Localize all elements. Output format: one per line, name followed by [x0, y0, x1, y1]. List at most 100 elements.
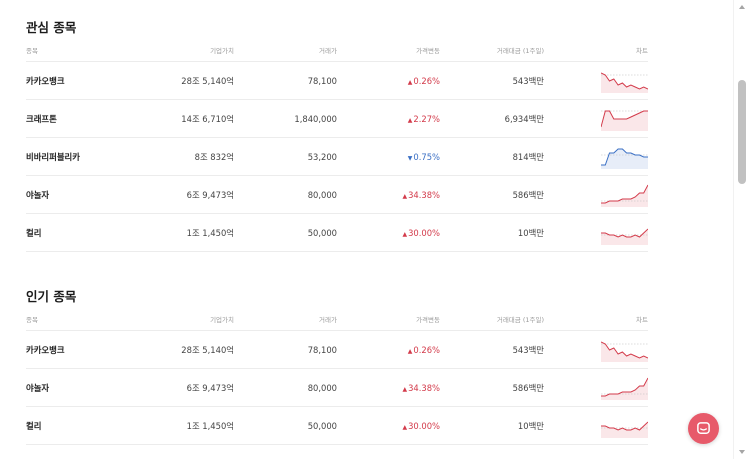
price-change: ▲34.38%: [402, 190, 440, 200]
triangle-up-icon: ▲: [407, 347, 413, 355]
triangle-up-icon: ▲: [402, 192, 408, 200]
trade-volume: 814백만: [512, 151, 544, 162]
price: 50,000: [307, 420, 337, 431]
price-change: ▼0.75%: [408, 152, 440, 162]
section-title: 관심 종목: [26, 20, 77, 35]
change-value: 30.00%: [408, 420, 440, 431]
price: 80,000: [307, 382, 337, 393]
price-change: ▲30.00%: [402, 421, 440, 431]
scroll-down-arrow-icon[interactable]: [739, 450, 745, 454]
table-row[interactable]: 비바리퍼블리카 8조 832억 53,200 ▼0.75% 814백만: [26, 138, 648, 176]
table-row[interactable]: 카카오뱅크 28조 5,140억 78,100 ▲0.26% 543백만: [26, 331, 648, 369]
sparkline-area: [601, 421, 648, 438]
col-name-header: 종목: [26, 46, 38, 55]
trade-volume: 10백만: [517, 227, 544, 238]
table-row[interactable]: 야놀자 6조 9,473억 80,000 ▲34.38% 586백만: [26, 176, 648, 214]
triangle-down-icon: ▼: [407, 154, 413, 162]
change-value: 34.38%: [408, 382, 440, 393]
trade-volume: 543백만: [512, 75, 544, 86]
chat-icon: [697, 422, 710, 434]
sparkline-chart: [601, 377, 648, 400]
market-cap: 6조 9,473억: [186, 382, 234, 393]
table-header: 종목 기업가치 거래가 가격변동 거래대금 (1주일) 차트: [26, 307, 648, 331]
sparkline-line: [601, 148, 648, 165]
scroll-up-arrow-icon[interactable]: [739, 5, 745, 9]
col-volume-header: 거래대금 (1주일): [496, 46, 544, 55]
price-change: ▲2.27%: [408, 114, 440, 124]
col-cap-header: 기업가치: [210, 315, 234, 324]
trade-volume: 10백만: [517, 420, 544, 431]
price-change: ▲0.26%: [408, 345, 440, 355]
sparkline-chart: [601, 184, 648, 207]
col-volume-header: 거래대금 (1주일): [496, 315, 544, 324]
sparkline-chart: [601, 72, 648, 93]
price: 1,840,000: [294, 113, 337, 124]
price: 78,100: [307, 344, 337, 355]
change-value: 0.26%: [413, 344, 440, 355]
sparkline-line: [601, 341, 648, 359]
price-change: ▲34.38%: [402, 383, 440, 393]
stock-name: 카카오뱅크: [26, 344, 65, 355]
table-body: 카카오뱅크 28조 5,140억 78,100 ▲0.26% 543백만 야놀자 6조 9,…: [26, 331, 648, 445]
trade-volume: 543백만: [512, 344, 544, 355]
price: 78,100: [307, 75, 337, 86]
market-cap: 14조 6,710억: [181, 113, 234, 124]
col-change-header: 가격변동: [416, 46, 440, 55]
table-row[interactable]: 컬리 1조 1,450억 50,000 ▲30.00% 10백만: [26, 407, 648, 445]
price: 50,000: [307, 227, 337, 238]
sparkline-chart: [601, 110, 648, 131]
sparkline-area: [601, 72, 648, 93]
sparkline-line: [601, 72, 648, 90]
trade-volume: 586백만: [512, 382, 544, 393]
scrollbar-thumb[interactable]: [738, 80, 746, 184]
market-cap: 28조 5,140억: [181, 344, 234, 355]
stock-name: 야놀자: [26, 189, 50, 200]
market-cap: 1조 1,450억: [186, 420, 234, 431]
col-chart-header: 차트: [636, 46, 648, 55]
change-value: 0.26%: [413, 75, 440, 86]
trade-volume: 586백만: [512, 189, 544, 200]
market-cap: 6조 9,473억: [186, 189, 234, 200]
trade-volume: 6,934백만: [504, 113, 544, 124]
change-value: 0.75%: [413, 151, 440, 162]
triangle-up-icon: ▲: [407, 78, 413, 86]
sparkline-line: [601, 228, 648, 238]
stock-name: 카카오뱅크: [26, 75, 65, 86]
change-value: 34.38%: [408, 189, 440, 200]
sparkline-line: [601, 110, 648, 127]
sparkline-line: [601, 184, 648, 203]
sparkline-chart: [601, 421, 648, 438]
col-name-header: 종목: [26, 315, 38, 324]
sparkline-line: [601, 421, 648, 431]
price-change: ▲30.00%: [402, 228, 440, 238]
table-row[interactable]: 야놀자 6조 9,473억 80,000 ▲34.38% 586백만: [26, 369, 648, 407]
sparkline-area: [601, 228, 648, 245]
sparkline-chart: [601, 228, 648, 245]
col-chart-header: 차트: [636, 315, 648, 324]
stock-name: 컬리: [26, 420, 42, 431]
section-title: 인기 종목: [26, 289, 77, 304]
table-body: 카카오뱅크 28조 5,140억 78,100 ▲0.26% 543백만 크래프톤 14조 …: [26, 62, 648, 252]
sparkline-line: [601, 377, 648, 396]
col-price-header: 거래가: [319, 46, 337, 55]
popular-section: 인기 종목 종목 기업가치 거래가 가격변동 거래대금 (1주일) 차트 카카오…: [26, 287, 648, 445]
price-change: ▲0.26%: [408, 76, 440, 86]
chat-button[interactable]: [688, 413, 719, 444]
price: 80,000: [307, 189, 337, 200]
table-row[interactable]: 컬리 1조 1,450억 50,000 ▲30.00% 10백만: [26, 214, 648, 252]
sparkline-chart: [601, 148, 648, 169]
triangle-up-icon: ▲: [402, 423, 408, 431]
market-cap: 8조 832억: [194, 151, 234, 162]
stock-name: 비바리퍼블리카: [26, 151, 80, 162]
page: 관심 종목 종목 기업가치 거래가 가격변동 거래대금 (1주일) 차트 카카오…: [26, 20, 648, 445]
triangle-up-icon: ▲: [402, 230, 408, 238]
change-value: 30.00%: [408, 227, 440, 238]
triangle-up-icon: ▲: [407, 116, 413, 124]
vertical-scrollbar[interactable]: [733, 0, 750, 459]
sparkline-area: [601, 377, 648, 400]
stock-name: 컬리: [26, 227, 42, 238]
table-row[interactable]: 카카오뱅크 28조 5,140억 78,100 ▲0.26% 543백만: [26, 62, 648, 100]
col-change-header: 가격변동: [416, 315, 440, 324]
sparkline-area: [601, 341, 648, 362]
table-row[interactable]: 크래프톤 14조 6,710억 1,840,000 ▲2.27% 6,934백만: [26, 100, 648, 138]
